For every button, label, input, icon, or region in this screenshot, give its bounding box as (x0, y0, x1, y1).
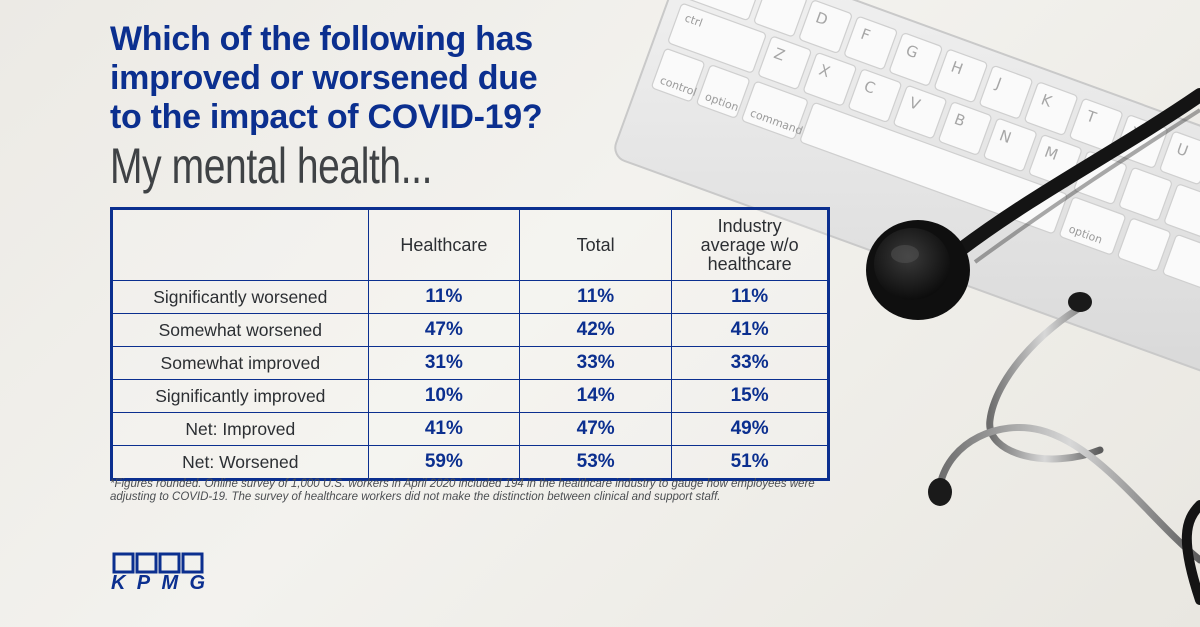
row-label: Net: Improved (111, 412, 369, 446)
data-cell: 47% (519, 412, 673, 446)
table-row: Somewhat improved 31% 33% 33% (111, 346, 829, 380)
row-label: Somewhat worsened (111, 313, 369, 347)
data-cell: 59% (367, 445, 521, 480)
svg-text:J: J (993, 74, 1004, 93)
table-row: Somewhat worsened 47% 42% 41% (111, 313, 829, 347)
data-cell: 53% (519, 445, 673, 480)
data-cell: 41% (367, 412, 521, 446)
results-table: Healthcare Total Industry average w/o he… (110, 207, 830, 481)
row-label: Significantly improved (111, 379, 369, 413)
data-cell: 41% (671, 313, 829, 347)
logo-text: KPMG (111, 572, 205, 592)
title-line: Which of the following has (110, 20, 533, 58)
data-cell: 31% (367, 346, 521, 380)
data-cell: 33% (519, 346, 673, 380)
svg-text:G: G (903, 41, 920, 62)
table-row: Net: Worsened 59% 53% 51% (111, 445, 829, 480)
svg-text:M: M (1042, 143, 1060, 164)
data-cell: 47% (367, 313, 521, 347)
title-line: improved or worsened due (110, 59, 538, 97)
table-row: Net: Improved 41% 47% 49% (111, 412, 829, 446)
header-cell: Industry average w/o healthcare (671, 208, 829, 281)
data-cell: 10% (367, 379, 521, 413)
header-cell: Total (519, 208, 673, 281)
header-cell-empty (111, 208, 369, 281)
svg-text:ctrl: ctrl (683, 11, 704, 29)
subtitle: My mental health... (110, 138, 433, 194)
data-cell: 11% (519, 280, 673, 314)
keyboard: shift ctrl control option command option… (614, 0, 1200, 373)
title: Which of the following has improved or w… (110, 20, 670, 137)
data-cell: 14% (519, 379, 673, 413)
header-row: Healthcare Total Industry average w/o he… (111, 208, 829, 281)
data-cell: 49% (671, 412, 829, 446)
data-cell: 15% (671, 379, 829, 413)
data-cell: 42% (519, 313, 673, 347)
header-cell: Healthcare (367, 208, 521, 281)
title-line: to the impact of COVID-19? (110, 98, 543, 136)
kpmg-logo: KPMG (111, 552, 205, 592)
table-row: Significantly worsened 11% 11% 11% (111, 280, 829, 314)
data-cell: 11% (671, 280, 829, 314)
row-label: Net: Worsened (111, 445, 369, 480)
data-cell: 51% (671, 445, 829, 480)
footnote: *Figures rounded. Online survey of 1,000… (110, 478, 815, 503)
data-cell: 11% (367, 280, 521, 314)
row-label: Somewhat improved (111, 346, 369, 380)
table-row: Significantly improved 10% 14% 15% (111, 379, 829, 413)
row-label: Significantly worsened (111, 280, 369, 314)
stethoscope (866, 88, 1200, 605)
data-cell: 33% (671, 346, 829, 380)
